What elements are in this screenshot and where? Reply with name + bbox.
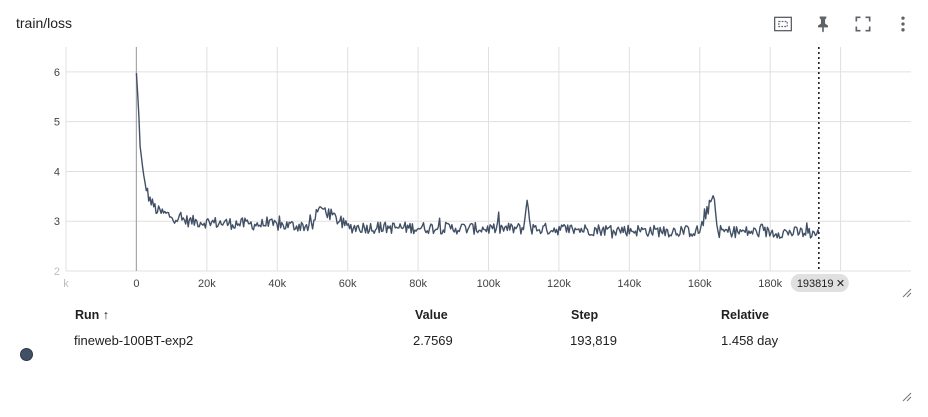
run-color-swatch: [20, 348, 33, 361]
series-line: [135, 73, 820, 239]
x-tick-label: 80k: [409, 278, 427, 290]
card-title: train/loss: [16, 15, 73, 31]
y-tick-label: 6: [54, 67, 60, 79]
x-tick-label: 120k: [547, 278, 571, 290]
x-tick-label: 0: [133, 278, 139, 290]
pin-button[interactable]: [810, 12, 836, 36]
close-icon[interactable]: ✕: [836, 278, 845, 290]
column-header-relative[interactable]: Relative: [721, 308, 769, 322]
run-name: fineweb-100BT-exp2: [74, 333, 194, 348]
hover-step-chip-bg: [790, 274, 849, 292]
run-step: 193,819: [570, 333, 617, 348]
fit-domain-button[interactable]: [770, 12, 796, 36]
hover-step-chip: 193819 ✕: [790, 274, 849, 292]
y-axis-ticks: 6 5 4 3 2: [54, 67, 60, 278]
x-tick-label: 180k: [758, 278, 782, 290]
chart-resize-handle[interactable]: [902, 288, 912, 298]
x-tick-label: 20k: [198, 278, 216, 290]
column-header-run[interactable]: Run ↑: [75, 308, 110, 322]
more-vert-icon: [901, 16, 905, 32]
x-tick-label: 140k: [617, 278, 641, 290]
fullscreen-button[interactable]: [850, 12, 876, 36]
column-header-value[interactable]: Value: [415, 308, 448, 322]
chart-grid: [65, 47, 911, 272]
x-tick-label: 100k: [477, 278, 501, 290]
fullscreen-icon: [855, 16, 871, 32]
y-tick-label: 5: [54, 117, 60, 129]
run-relative: 1.458 day: [721, 333, 779, 348]
more-options-button[interactable]: [890, 12, 916, 36]
column-header-step[interactable]: Step: [571, 308, 599, 322]
run-value: 2.7569: [413, 333, 453, 348]
y-tick-label: 4: [54, 166, 60, 178]
y-tick-label: 2: [54, 266, 60, 278]
x-tick-label: 60k: [339, 278, 357, 290]
card-toolbar: [770, 12, 916, 36]
x-tick-label: 40k: [268, 278, 286, 290]
y-tick-label: 3: [54, 216, 60, 228]
fit-to-data-icon: [774, 16, 792, 32]
x-axis-ticks: k020k40k60k80k100k120k140k160k180kk: [63, 278, 844, 290]
x-tick-label: k: [63, 278, 69, 290]
loss-chart[interactable]: 6 5 4 3 2 k 0 20k 40k 60k 80k 100k 120k 140k 160k 180k…: [0, 0, 928, 300]
chart-series: [135, 73, 820, 239]
x-tick-label: 160k: [688, 278, 712, 290]
hover-indicator: 193819 ✕: [790, 47, 849, 292]
pin-icon: [818, 16, 828, 33]
card-resize-handle[interactable]: [902, 392, 912, 402]
hover-step-chip-label: 193819: [797, 278, 834, 290]
